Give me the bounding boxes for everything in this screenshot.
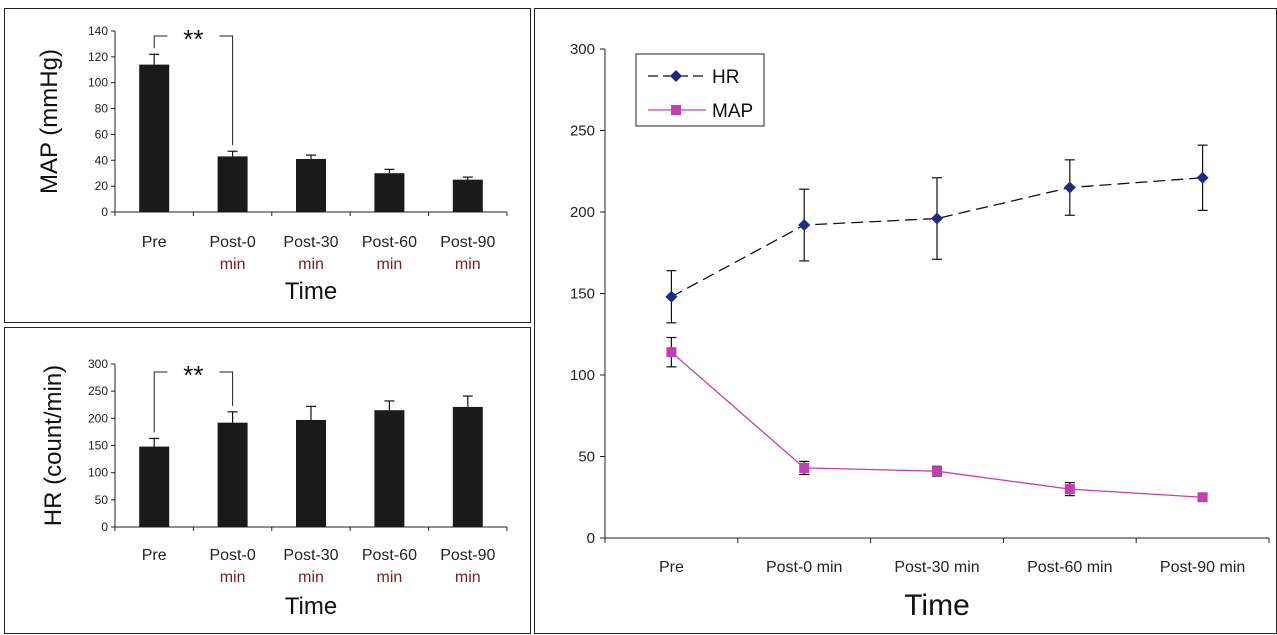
- x-tick-label: Post-60: [362, 547, 417, 564]
- y-tick-label: 0: [587, 530, 595, 547]
- x-tick-label: Pre: [142, 547, 167, 564]
- x-tick-label: min: [220, 569, 246, 586]
- x-tick-label: min: [298, 256, 324, 273]
- y-tick-label: 200: [88, 411, 108, 425]
- bar: [217, 156, 248, 212]
- y-tick-label: 40: [95, 153, 109, 167]
- y-tick-label: 100: [570, 367, 595, 384]
- legend-box: [635, 53, 765, 127]
- bar: [296, 158, 326, 212]
- x-tick-label: Post-30 min: [894, 559, 979, 576]
- x-tick-label: min: [298, 569, 324, 586]
- bar: [139, 64, 170, 212]
- legend-marker: [671, 105, 681, 115]
- y-tick-label: 100: [88, 76, 108, 90]
- bar: [374, 410, 405, 527]
- bar: [296, 419, 326, 527]
- x-tick-label: min: [377, 256, 403, 273]
- y-axis-title: MAP (mmHg): [36, 49, 63, 194]
- legend-label: HR: [712, 67, 739, 88]
- y-tick-label: 140: [88, 24, 108, 38]
- y-tick-label: 250: [88, 384, 108, 398]
- x-tick-label: Pre: [142, 234, 167, 251]
- map-bar-chart: 0 20 40 60 80 100 120 140 Pre Post-0 min Post-30 min…: [36, 24, 508, 305]
- bar: [139, 446, 170, 527]
- y-tick-label: 50: [578, 449, 595, 466]
- map-bar-panel: 0 20 40 60 80 100 120 140 Pre Post-0 min Post-30 min…: [4, 8, 531, 323]
- data-point: [1064, 484, 1075, 495]
- x-axis-title: Time: [285, 278, 337, 305]
- line-chart-panel: 0 50 100 150 200 250 300 Pre Post-0 min Post-30 m…: [534, 8, 1277, 634]
- data-point: [799, 462, 810, 473]
- significance-label-bg: [167, 362, 220, 382]
- x-tick-label: Post-0: [209, 547, 255, 564]
- x-tick-label: min: [377, 569, 403, 586]
- data-point: [1196, 171, 1209, 184]
- series-line: [671, 177, 1203, 298]
- data-point: [798, 219, 811, 232]
- x-tick-label: Post-90: [440, 547, 495, 564]
- x-tick-label: Post-30: [283, 547, 338, 564]
- y-axis-title: HR (count/min): [40, 365, 67, 526]
- x-tick-label: Pre: [659, 559, 684, 576]
- y-tick-label: 200: [570, 204, 595, 221]
- data-point: [665, 290, 678, 303]
- hr-bar-chart: 0 50 100 150 200 250 300 Pre Post-0 min Post-30 min…: [40, 357, 508, 620]
- bar: [452, 179, 483, 212]
- x-axis-title: Time: [285, 593, 337, 620]
- significance-label: **: [183, 24, 203, 54]
- data-point: [666, 347, 677, 358]
- x-tick-label: min: [455, 256, 481, 273]
- y-tick-label: 250: [570, 123, 595, 140]
- y-tick-label: 120: [88, 50, 108, 64]
- x-tick-label: Post-30: [283, 234, 338, 251]
- x-tick-label: Post-0 min: [766, 559, 842, 576]
- bar: [217, 422, 248, 527]
- y-tick-label: 50: [95, 493, 109, 507]
- x-tick-label: min: [220, 256, 246, 273]
- y-tick-label: 150: [88, 439, 108, 453]
- x-tick-label: Post-90: [440, 234, 495, 251]
- legend-marker: [670, 70, 682, 82]
- y-tick-label: 300: [570, 41, 595, 58]
- data-point: [932, 466, 942, 477]
- x-tick-label: Post-60 min: [1027, 559, 1112, 576]
- y-tick-label: 0: [101, 520, 108, 534]
- x-tick-label: Post-90 min: [1160, 559, 1245, 576]
- y-tick-label: 0: [101, 205, 108, 219]
- hr-bar-panel: 0 50 100 150 200 250 300 Pre Post-0 min Post-30 min…: [4, 327, 531, 634]
- y-tick-label: 20: [95, 179, 109, 193]
- bar: [452, 406, 483, 527]
- x-tick-label: Post-0: [209, 234, 255, 251]
- bar: [374, 173, 405, 212]
- y-tick-label: 150: [570, 286, 595, 303]
- data-point: [1063, 181, 1076, 194]
- x-tick-label: Post-60: [362, 234, 417, 251]
- y-tick-label: 300: [88, 357, 108, 371]
- data-point: [1197, 492, 1208, 503]
- significance-label: **: [183, 360, 203, 390]
- x-tick-label: min: [455, 569, 481, 586]
- y-tick-label: 100: [88, 466, 108, 480]
- y-tick-label: 60: [95, 127, 109, 141]
- data-point: [931, 212, 943, 225]
- significance-label-bg: [167, 26, 220, 46]
- y-tick-label: 80: [95, 102, 109, 116]
- hr-map-line-chart: 0 50 100 150 200 250 300 Pre Post-0 min Post-30 m…: [570, 41, 1270, 622]
- x-axis-title: Time: [904, 589, 970, 622]
- legend-label: MAP: [712, 101, 753, 122]
